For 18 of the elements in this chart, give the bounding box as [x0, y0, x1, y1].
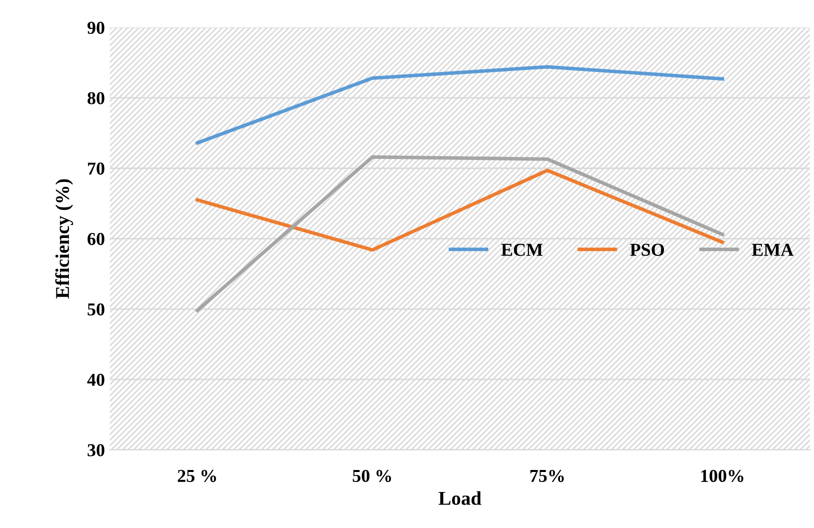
- y-axis-title: Efficiency (%): [55, 179, 74, 299]
- y-tick-label: 80: [88, 92, 104, 104]
- line-series: [196, 65, 724, 145]
- legend-label: ECM: [501, 244, 543, 256]
- x-tick-label: 50 %: [352, 470, 392, 482]
- y-tick-label: 30: [88, 444, 104, 456]
- x-tick-label: 100%: [701, 470, 744, 482]
- x-tick-label: 25 %: [178, 470, 216, 482]
- y-tick-label: 40: [87, 374, 104, 386]
- legend-label: EMA: [752, 244, 794, 256]
- x-axis-title: Load: [438, 491, 482, 505]
- y-tick-label: 60: [88, 232, 104, 246]
- x-tick-label: 75%: [530, 470, 564, 482]
- y-tick-label: 50: [88, 303, 104, 316]
- y-tick-label: 90: [87, 22, 104, 34]
- y-tick-label: 70: [88, 162, 104, 175]
- line-series: [196, 155, 724, 312]
- legend-label: PSO: [630, 244, 664, 256]
